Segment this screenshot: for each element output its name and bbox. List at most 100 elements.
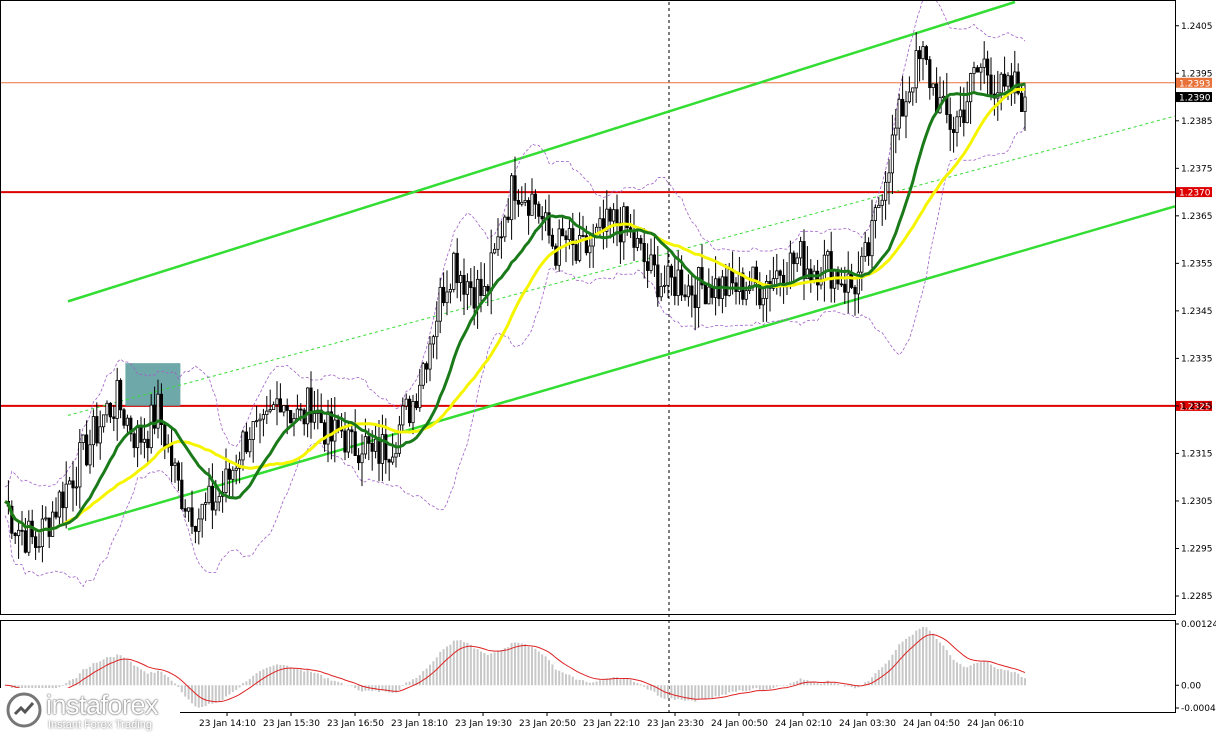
candle-body xyxy=(346,429,351,453)
candle-body xyxy=(605,208,609,232)
candle-body xyxy=(404,398,408,407)
candle-body xyxy=(176,462,180,481)
candle-body xyxy=(258,418,262,422)
candle-body xyxy=(275,398,279,406)
candle-body xyxy=(914,50,918,89)
candle-body xyxy=(482,286,487,296)
candle-body xyxy=(775,270,779,280)
brand-name: instaforex xyxy=(46,690,159,720)
candle-body xyxy=(119,379,123,411)
candle-body xyxy=(431,336,436,345)
candle-body xyxy=(489,252,493,292)
brand-watermark: instaforex Instant Forex Trading xyxy=(0,688,180,735)
candle-body xyxy=(394,452,398,458)
candle-body xyxy=(183,508,187,512)
candle-body xyxy=(479,278,483,296)
candle-body xyxy=(921,46,925,60)
channel-lower-line xyxy=(67,205,1176,531)
candle-body xyxy=(27,520,31,553)
candle-body xyxy=(663,284,667,287)
candle-body xyxy=(948,114,952,130)
candle-body xyxy=(710,286,714,298)
candle-body xyxy=(846,273,850,293)
level-label: 1.2393 xyxy=(1179,79,1211,89)
candle-body xyxy=(972,67,976,74)
level-lines: 1.2370 1.2325 1.2393 1.2390 xyxy=(0,77,1212,412)
candle-body xyxy=(312,413,317,423)
candle-body xyxy=(173,462,177,466)
candle-body xyxy=(788,252,793,285)
candle-body xyxy=(367,436,371,444)
candle-body xyxy=(441,286,446,304)
candle-body xyxy=(652,254,657,266)
candle-body xyxy=(958,109,963,118)
candle-body xyxy=(54,511,58,518)
level-label-box xyxy=(1176,187,1212,198)
candle-body xyxy=(115,379,119,419)
candle-body xyxy=(520,201,524,205)
candle-body xyxy=(234,467,238,471)
candle-body xyxy=(51,511,55,537)
candle-body xyxy=(387,459,391,463)
macd-tick-label: 0.00 xyxy=(1181,681,1201,691)
candle-body xyxy=(615,209,619,224)
candle-body xyxy=(554,245,558,266)
candle-body xyxy=(64,483,68,509)
candle-body xyxy=(826,251,830,256)
candle-body xyxy=(727,269,731,296)
candle-body xyxy=(1003,73,1007,87)
candle-body xyxy=(509,175,514,221)
candle-body xyxy=(282,405,286,413)
candle-body xyxy=(169,443,174,466)
time-tick-label: 24 Jan 06:10 xyxy=(967,719,1024,729)
candle-body xyxy=(231,469,235,480)
price-tick-label: 1.2405 xyxy=(1181,22,1213,32)
candle-body xyxy=(805,268,810,280)
candle-body xyxy=(197,518,201,532)
candle-body xyxy=(703,284,708,305)
candle-body xyxy=(190,507,194,527)
candle-body xyxy=(102,414,106,428)
moving-averages xyxy=(4,82,1026,533)
candle-body xyxy=(873,207,878,221)
level-label-box xyxy=(1176,400,1212,411)
candle-body xyxy=(227,468,231,480)
candle-body xyxy=(305,387,310,425)
candle-body xyxy=(952,129,956,133)
candle-body xyxy=(309,387,313,423)
candle-body xyxy=(380,434,385,464)
candle-body xyxy=(880,199,884,206)
candle-body xyxy=(458,275,463,284)
instaforex-logo-icon xyxy=(6,692,42,728)
candle-body xyxy=(625,206,629,229)
candle-body xyxy=(435,320,439,338)
candle-body xyxy=(612,209,616,222)
brand-tagline: Instant Forex Trading xyxy=(48,719,152,731)
candle-body xyxy=(499,236,504,239)
candle-body xyxy=(588,245,592,254)
candle-body xyxy=(870,220,874,257)
candle-body xyxy=(146,438,150,449)
candle-body xyxy=(799,241,803,259)
candle-body xyxy=(666,265,670,286)
price-tick-label: 1.2355 xyxy=(1181,259,1213,269)
candle-body xyxy=(887,172,891,183)
candle-body xyxy=(639,237,643,244)
candle-body xyxy=(74,486,78,489)
level-label: 1.2325 xyxy=(1179,402,1211,412)
candle-body xyxy=(901,98,905,117)
candle-body xyxy=(673,276,677,296)
candle-body xyxy=(421,363,425,386)
candle-body xyxy=(860,255,864,273)
candle-body xyxy=(1013,71,1017,94)
candle-body xyxy=(669,265,674,278)
candle-body xyxy=(523,200,527,203)
candle-body xyxy=(567,228,572,241)
candle-body xyxy=(765,281,769,299)
price-tick-label: 1.2305 xyxy=(1181,497,1213,507)
candle-body xyxy=(105,402,109,416)
candle-body xyxy=(965,101,969,124)
candle-body xyxy=(863,242,867,257)
candle-body xyxy=(180,479,184,510)
candle-body xyxy=(455,252,459,284)
